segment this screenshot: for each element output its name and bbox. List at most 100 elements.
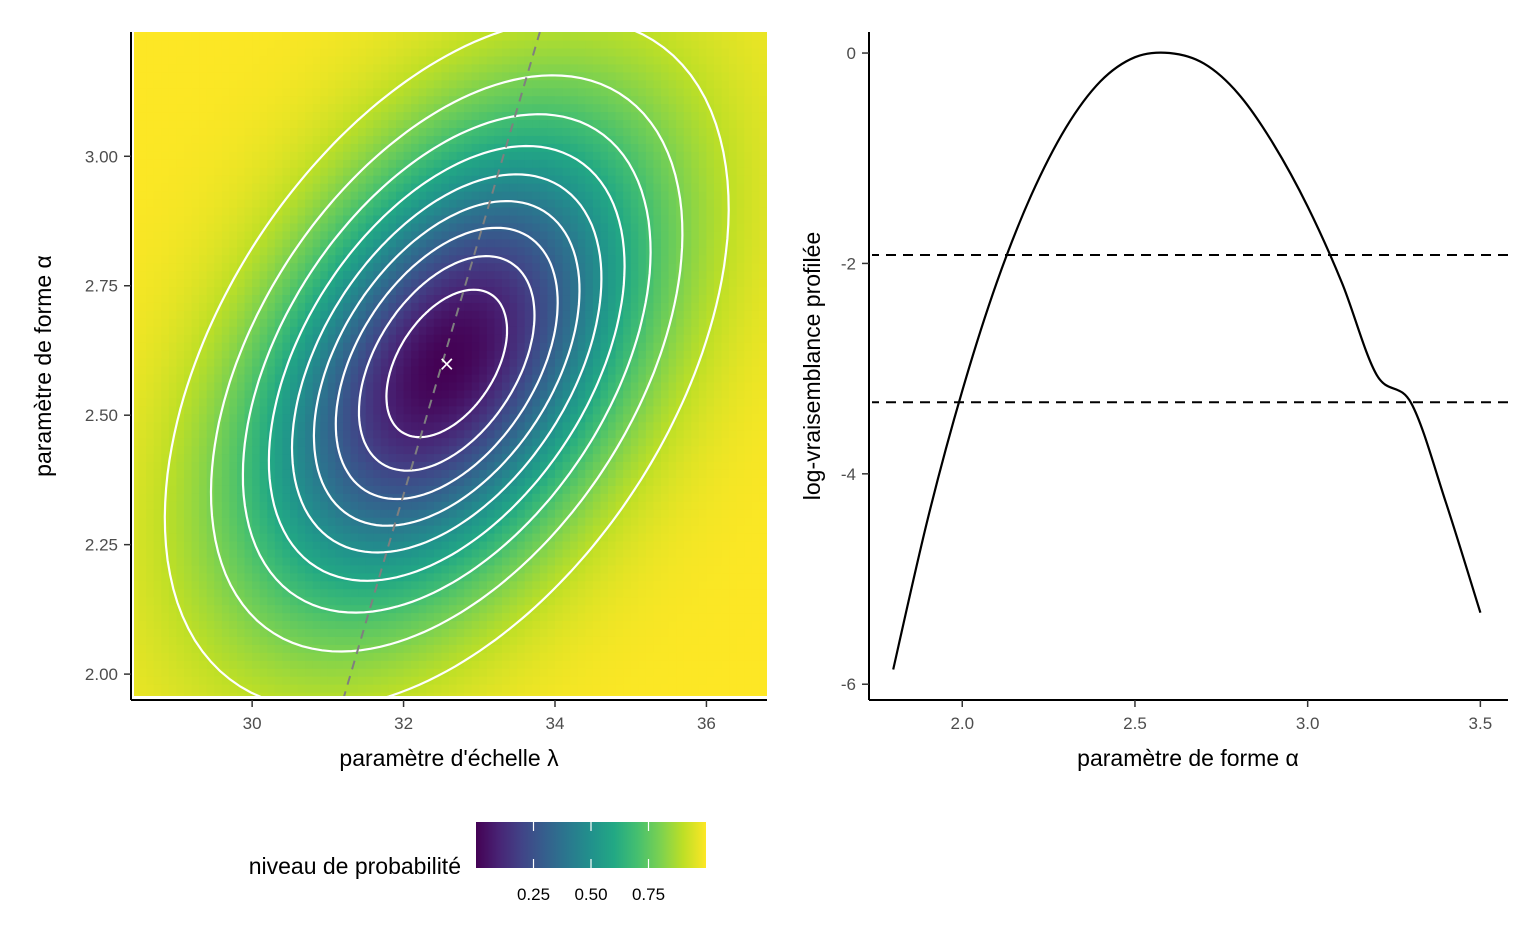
heatmap-cell	[486, 381, 496, 391]
heatmap-cell	[411, 676, 420, 685]
heatmap-cell	[320, 199, 329, 208]
heatmap-cell	[237, 95, 246, 105]
heatmap-cell	[134, 143, 140, 152]
heatmap-cell	[282, 47, 291, 57]
heatmap-cell	[184, 358, 193, 367]
heatmap-cell	[517, 326, 526, 335]
heatmap-cell	[479, 572, 488, 582]
heatmap-cell	[274, 310, 284, 319]
heatmap-cell	[138, 620, 147, 630]
heatmap-cell	[547, 397, 556, 407]
heatmap-cell	[494, 87, 503, 97]
heatmap-cell	[502, 469, 511, 478]
heatmap-cell	[320, 47, 329, 57]
heatmap-cell	[555, 286, 564, 296]
heatmap-cell	[396, 278, 405, 288]
heatmap-cell	[138, 214, 147, 224]
heatmap-cell	[350, 421, 359, 431]
heatmap-cell	[252, 326, 261, 335]
heatmap-cell	[153, 381, 162, 391]
heatmap-cell	[206, 636, 215, 645]
heatmap-cell	[199, 167, 208, 176]
heatmap-cell	[524, 32, 533, 41]
heatmap-cell	[365, 95, 374, 105]
heatmap-cell	[161, 644, 170, 653]
heatmap-cell	[252, 183, 261, 192]
heatmap-cell	[176, 453, 185, 463]
heatmap-cell	[343, 238, 352, 248]
heatmap-cell	[494, 564, 503, 574]
heatmap-cell	[464, 238, 473, 248]
heatmap-cell	[471, 493, 480, 502]
heatmap-cell	[312, 151, 321, 160]
heatmap-cell	[282, 119, 291, 129]
heatmap-cell	[191, 413, 200, 423]
heatmap-cell	[464, 469, 473, 478]
heatmap-cell	[539, 270, 549, 280]
heatmap-cell	[380, 525, 390, 534]
heatmap-cell	[237, 469, 246, 478]
heatmap-cell	[562, 477, 571, 486]
heatmap-cell	[199, 652, 208, 661]
heatmap-cell	[214, 572, 223, 582]
heatmap-cell	[517, 350, 526, 359]
heatmap-cell	[206, 55, 215, 65]
heatmap-cell	[479, 517, 488, 526]
heatmap-cell	[449, 684, 458, 693]
heatmap-cell	[570, 628, 579, 637]
heatmap-cell	[206, 119, 215, 129]
heatmap-cell	[153, 358, 162, 367]
heatmap-cell	[524, 222, 533, 232]
heatmap-cell	[153, 604, 162, 614]
heatmap-cell	[335, 405, 344, 415]
heatmap-cell	[214, 596, 223, 606]
heatmap-cell	[290, 350, 299, 359]
heatmap-cell	[509, 350, 518, 359]
heatmap-cell	[532, 342, 541, 351]
heatmap-cell	[532, 63, 541, 73]
heatmap-cell	[388, 429, 397, 439]
heatmap-cell	[214, 230, 223, 240]
heatmap-cell	[471, 135, 480, 144]
heatmap-cell	[555, 135, 564, 144]
heatmap-cell	[570, 334, 579, 343]
heatmap-cell	[214, 612, 223, 622]
heatmap-cell	[221, 119, 231, 129]
heatmap-cell	[305, 501, 314, 510]
heatmap-cell	[509, 461, 518, 470]
heatmap-cell	[373, 381, 382, 391]
heatmap-cell	[274, 381, 284, 391]
heatmap-cell	[464, 477, 473, 486]
heatmap-cell	[168, 445, 178, 455]
heatmap-cell	[176, 668, 185, 677]
heatmap-cell	[237, 270, 246, 280]
heatmap-cell	[252, 668, 261, 677]
heatmap-cell	[312, 493, 321, 502]
heatmap-cell	[153, 453, 162, 463]
heatmap-cell	[244, 63, 253, 73]
heatmap-cell	[138, 32, 147, 41]
heatmap-cell	[539, 63, 549, 73]
heatmap-cell	[229, 692, 238, 696]
heatmap-cell	[191, 183, 200, 192]
heatmap-cell	[373, 652, 382, 661]
heatmap-cell	[479, 79, 488, 89]
heatmap-cell	[471, 548, 480, 558]
heatmap-cell	[532, 143, 541, 152]
heatmap-cell	[312, 302, 321, 311]
heatmap-cell	[517, 540, 526, 550]
heatmap-cell	[479, 270, 488, 280]
heatmap-cell	[547, 222, 556, 232]
heatmap-cell	[312, 485, 321, 494]
heatmap-cell	[320, 676, 329, 685]
heatmap-cell	[509, 191, 518, 200]
heatmap-cell	[320, 55, 329, 65]
heatmap-cell	[161, 254, 170, 264]
heatmap-cell	[418, 270, 427, 280]
heatmap-cell	[411, 119, 420, 129]
heatmap-cell	[146, 262, 155, 272]
heatmap-cell	[403, 32, 412, 41]
heatmap-cell	[449, 159, 458, 168]
heatmap-cell	[539, 87, 549, 97]
heatmap-cell	[562, 286, 571, 296]
